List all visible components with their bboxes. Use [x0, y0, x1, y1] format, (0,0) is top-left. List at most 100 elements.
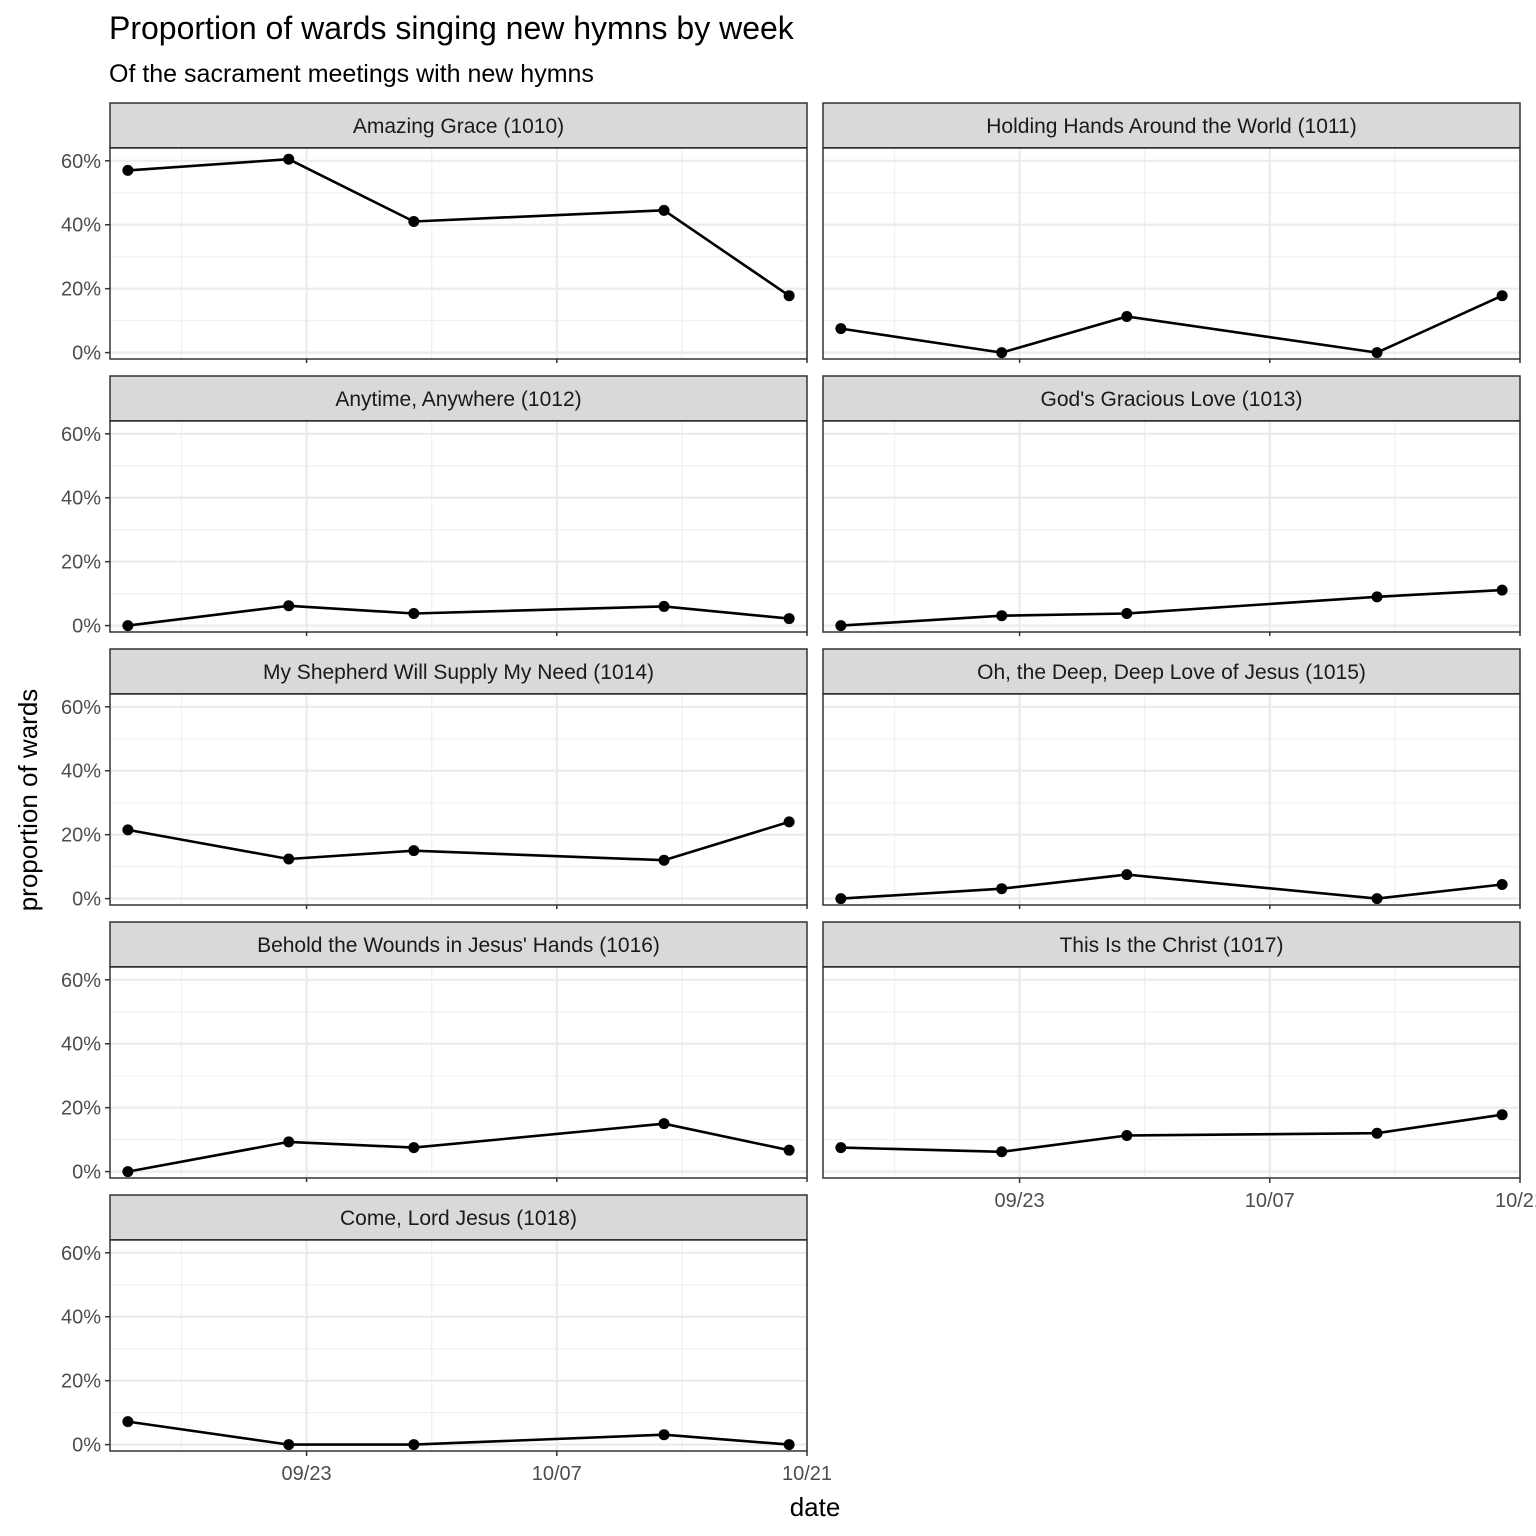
data-point [1121, 607, 1133, 619]
panel-background [110, 421, 807, 632]
panel-border [822, 420, 1521, 633]
data-point [408, 1439, 420, 1451]
y-tick-label: 60% [61, 424, 101, 446]
data-point [1371, 347, 1383, 359]
y-tick-label: 40% [61, 761, 101, 783]
x-tick-label: 09/23 [282, 1463, 332, 1485]
y-tick-label: 20% [61, 825, 101, 847]
facet-panel: Amazing Grace (1010) 0% 20% 40% 60% [61, 102, 809, 365]
y-tick-label: 20% [61, 279, 101, 301]
data-point [835, 620, 847, 632]
facet-strip-label: God's Gracious Love (1013) [1041, 388, 1303, 411]
panel-border [109, 1239, 808, 1452]
facet-strip [822, 648, 1521, 695]
panel-background [110, 967, 807, 1178]
facet-strip [822, 375, 1521, 422]
data-point [408, 607, 420, 619]
facet-strip-label: Holding Hands Around the World (1011) [986, 115, 1356, 138]
data-point [783, 290, 795, 302]
y-tick-label: 60% [61, 1243, 101, 1265]
chart-title: Proportion of wards singing new hymns by… [109, 10, 795, 46]
y-tick-label: 60% [61, 970, 101, 992]
facet-strip-label: Oh, the Deep, Deep Love of Jesus (1015) [977, 661, 1366, 684]
facet-strip-label: Come, Lord Jesus (1018) [340, 1207, 577, 1230]
facet-strip-label: Anytime, Anywhere (1012) [335, 388, 581, 411]
data-point [408, 845, 420, 857]
facet-panel: Anytime, Anywhere (1012) 0% 20% 40% 60% [61, 375, 809, 638]
x-tick-label: 10/07 [1245, 1190, 1295, 1212]
data-point [283, 1439, 295, 1451]
data-point [408, 1142, 420, 1154]
panel-background [823, 967, 1520, 1178]
data-point [1496, 584, 1508, 596]
panel-border [109, 966, 808, 1179]
facet-strip-label: Amazing Grace (1010) [353, 115, 564, 138]
y-tick-label: 20% [61, 552, 101, 574]
y-tick-label: 0% [72, 616, 101, 638]
y-axis-title: proportion of wards [13, 689, 43, 912]
data-point [996, 347, 1008, 359]
facet-panel: Oh, the Deep, Deep Love of Jesus (1015) [822, 648, 1522, 909]
facet-panel: This Is the Christ (1017) 09/23 10/07 10/21 [822, 921, 1536, 1212]
facet-panel: God's Gracious Love (1013) [822, 375, 1522, 636]
data-point [658, 1118, 670, 1130]
y-tick-label: 40% [61, 215, 101, 237]
data-point [408, 216, 420, 228]
panel-background [823, 148, 1520, 359]
y-tick-label: 40% [61, 488, 101, 510]
facet-strip [109, 648, 808, 695]
data-point [1371, 591, 1383, 603]
data-point [1496, 290, 1508, 302]
data-point [658, 204, 670, 216]
panel-background [823, 694, 1520, 905]
y-tick-label: 60% [61, 697, 101, 719]
facet-strip [822, 102, 1521, 149]
data-point [122, 164, 134, 176]
panel-background [823, 421, 1520, 632]
facet-strip-label: This Is the Christ (1017) [1059, 934, 1283, 957]
facet-panel: My Shepherd Will Supply My Need (1014) 0%… [61, 648, 809, 911]
x-tick-label: 09/23 [995, 1190, 1045, 1212]
data-point [658, 600, 670, 612]
y-tick-label: 60% [61, 151, 101, 173]
facet-panels: Amazing Grace (1010) 0% 20% 40% 60% Holding H… [61, 102, 1536, 1485]
y-tick-label: 0% [72, 1435, 101, 1457]
data-point [1371, 893, 1383, 905]
data-point [122, 620, 134, 632]
data-point [1496, 1109, 1508, 1121]
facet-strip [109, 1194, 808, 1241]
facet-strip-label: My Shepherd Will Supply My Need (1014) [263, 661, 654, 684]
x-tick-label: 10/21 [782, 1463, 832, 1485]
panel-background [110, 148, 807, 359]
data-point [1121, 869, 1133, 881]
x-axis-title: date [790, 1492, 841, 1522]
data-point [996, 883, 1008, 895]
data-point [1371, 1127, 1383, 1139]
y-tick-label: 0% [72, 1162, 101, 1184]
data-point [783, 816, 795, 828]
data-point [783, 1439, 795, 1451]
panel-border [109, 693, 808, 906]
facet-strip [109, 102, 808, 149]
data-point [1121, 310, 1133, 322]
x-tick-label: 10/07 [532, 1463, 582, 1485]
data-point [122, 824, 134, 836]
panel-background [110, 694, 807, 905]
y-tick-label: 0% [72, 343, 101, 365]
y-tick-label: 20% [61, 1098, 101, 1120]
data-point [658, 1429, 670, 1441]
y-tick-label: 40% [61, 1307, 101, 1329]
data-point [283, 853, 295, 865]
x-tick-label: 10/21 [1495, 1190, 1536, 1212]
data-point [122, 1416, 134, 1428]
y-tick-label: 0% [72, 889, 101, 911]
data-point [835, 1142, 847, 1154]
data-point [658, 854, 670, 866]
data-point [996, 1146, 1008, 1158]
data-point [1496, 879, 1508, 891]
panel-border [822, 147, 1521, 360]
data-point [783, 1144, 795, 1156]
panel-border [822, 693, 1521, 906]
panel-border [109, 420, 808, 633]
